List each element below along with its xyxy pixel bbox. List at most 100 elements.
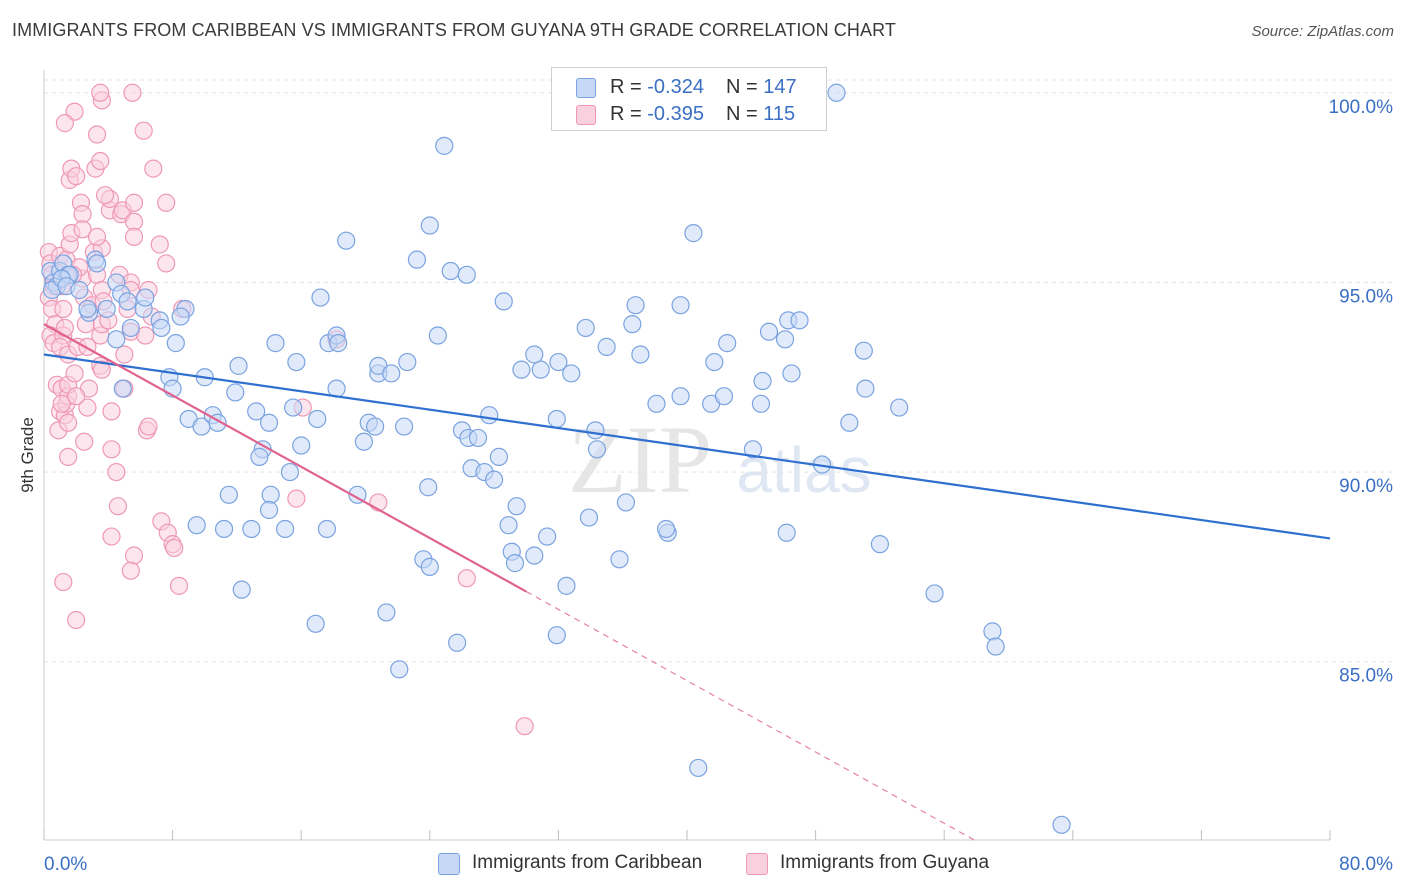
- data-point-caribbean: [390, 660, 409, 679]
- data-point-caribbean: [419, 478, 438, 497]
- data-point-caribbean: [152, 318, 171, 338]
- data-point-caribbean: [468, 428, 488, 448]
- data-point-guyana: [102, 402, 121, 421]
- data-point-guyana: [115, 345, 134, 364]
- data-point-caribbean: [394, 417, 414, 436]
- trend-lines: [43, 323, 1331, 841]
- data-point-caribbean: [579, 508, 599, 527]
- trend-line-guyana: [43, 323, 527, 593]
- data-point-guyana: [157, 254, 176, 273]
- trend-line-caribbean: [43, 353, 1331, 540]
- x-tick-label: 80.0%: [1339, 854, 1393, 875]
- data-point-caribbean: [840, 413, 859, 432]
- data-point-caribbean: [1052, 815, 1071, 834]
- data-point-caribbean: [775, 330, 795, 349]
- data-point-caribbean: [525, 546, 544, 565]
- r-label: R =: [610, 76, 648, 98]
- y-tick-label: 85.0%: [1339, 666, 1393, 687]
- n-label: N =: [725, 76, 764, 98]
- data-point-caribbean: [562, 364, 581, 383]
- data-point-guyana: [515, 717, 534, 736]
- data-point-caribbean: [631, 345, 650, 364]
- data-point-caribbean: [266, 334, 285, 353]
- y-tick-label: 95.0%: [1339, 286, 1393, 307]
- legend-label-guyana: Immigrants from Guyana: [780, 852, 990, 873]
- data-point-guyana: [287, 489, 306, 508]
- r-label: R =: [610, 103, 648, 125]
- data-point-guyana: [54, 572, 73, 592]
- data-point-caribbean: [854, 341, 873, 360]
- data-point-caribbean: [485, 470, 504, 489]
- grid-lines: [44, 79, 1392, 663]
- data-point-guyana: [108, 497, 128, 516]
- data-point-caribbean: [232, 580, 251, 599]
- data-point-caribbean: [113, 379, 132, 398]
- data-point-guyana: [150, 235, 169, 254]
- data-point-caribbean: [366, 417, 385, 436]
- data-point-caribbean: [306, 614, 325, 633]
- data-point-caribbean: [435, 136, 454, 155]
- data-point-caribbean: [587, 440, 607, 459]
- data-point-caribbean: [171, 307, 190, 326]
- data-point-caribbean: [499, 516, 518, 535]
- data-point-caribbean: [354, 432, 373, 451]
- watermark-zip: ZIP: [568, 406, 712, 513]
- data-point-caribbean: [441, 261, 460, 281]
- data-point-caribbean: [97, 299, 116, 319]
- data-point-guyana: [134, 121, 153, 140]
- data-point-guyana: [65, 364, 84, 383]
- data-point-guyana: [169, 576, 189, 595]
- data-point-caribbean: [276, 519, 295, 539]
- data-point-guyana: [55, 114, 74, 133]
- data-point-caribbean: [242, 519, 261, 539]
- data-point-caribbean: [597, 337, 616, 356]
- data-point-caribbean: [983, 622, 1002, 641]
- data-point-caribbean: [229, 356, 248, 375]
- chart-title: IMMIGRANTS FROM CARIBBEAN VS IMMIGRANTS …: [12, 20, 896, 40]
- data-point-caribbean: [219, 485, 238, 504]
- data-point-guyana: [55, 318, 74, 338]
- data-point-guyana: [107, 462, 126, 482]
- data-point-caribbean: [284, 398, 303, 417]
- data-point-caribbean: [512, 360, 531, 379]
- r-value-guyana: -0.395: [647, 103, 704, 125]
- data-point-caribbean: [505, 554, 525, 573]
- data-point-caribbean: [480, 406, 499, 425]
- data-point-caribbean: [136, 288, 155, 307]
- data-point-caribbean: [259, 413, 279, 432]
- source-label: Source: ZipAtlas.com: [1251, 23, 1394, 40]
- data-point-caribbean: [261, 485, 280, 504]
- data-point-caribbean: [751, 394, 771, 413]
- data-point-caribbean: [689, 758, 708, 778]
- data-point-caribbean: [557, 576, 576, 595]
- data-point-caribbean: [166, 334, 185, 353]
- data-point-caribbean: [398, 352, 417, 372]
- data-point-caribbean: [308, 409, 327, 429]
- data-point-caribbean: [753, 371, 772, 391]
- data-point-guyana: [95, 186, 115, 205]
- data-point-caribbean: [329, 334, 348, 353]
- data-point-caribbean: [610, 550, 629, 569]
- data-point-caribbean: [226, 383, 245, 402]
- data-point-caribbean: [782, 364, 801, 383]
- data-point-caribbean: [576, 318, 595, 338]
- data-point-caribbean: [525, 345, 544, 364]
- data-point-caribbean: [827, 83, 846, 102]
- data-point-caribbean: [547, 626, 566, 645]
- data-point-caribbean: [870, 535, 890, 554]
- data-point-caribbean: [214, 519, 234, 539]
- data-point-caribbean: [925, 584, 944, 603]
- data-point-caribbean: [684, 224, 703, 243]
- data-point-guyana: [102, 440, 121, 459]
- data-point-caribbean: [616, 493, 636, 512]
- data-point-caribbean: [87, 254, 107, 273]
- data-point-guyana: [67, 167, 86, 186]
- data-point-caribbean: [714, 387, 734, 406]
- legend-swatch-guyana: [746, 853, 768, 875]
- data-point-caribbean: [247, 402, 266, 421]
- data-point-caribbean: [337, 231, 356, 250]
- legend-swatch-caribbean: [438, 853, 460, 875]
- data-point-guyana: [144, 159, 163, 178]
- data-point-guyana: [91, 83, 110, 102]
- data-point-guyana: [123, 83, 142, 102]
